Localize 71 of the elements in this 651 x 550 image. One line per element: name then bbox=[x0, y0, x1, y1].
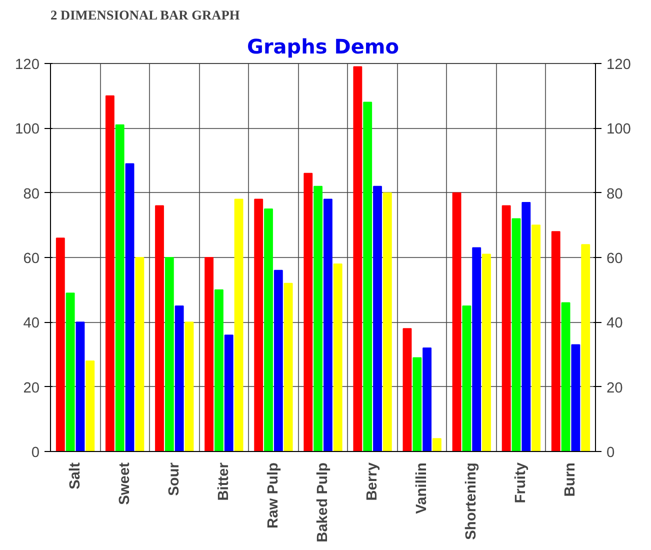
bar bbox=[204, 257, 214, 452]
bar bbox=[174, 306, 184, 452]
bar bbox=[323, 198, 332, 452]
bar bbox=[353, 66, 362, 452]
bar bbox=[86, 360, 95, 452]
bar bbox=[234, 198, 244, 452]
bar bbox=[412, 357, 422, 452]
bar bbox=[472, 247, 482, 452]
y2-tick-label: 80 bbox=[606, 186, 623, 202]
bar bbox=[551, 231, 560, 452]
bar bbox=[532, 224, 541, 452]
x-tick-label: Bitter bbox=[216, 462, 232, 501]
y2-tick-label: 100 bbox=[606, 122, 631, 138]
y-tick-label: 80 bbox=[23, 186, 40, 202]
bar bbox=[373, 186, 382, 452]
bar bbox=[314, 186, 323, 452]
y2-tick-label: 0 bbox=[606, 445, 615, 461]
y2-tick-label: 60 bbox=[606, 251, 623, 267]
bar bbox=[402, 328, 412, 452]
bar bbox=[214, 289, 224, 452]
x-tick-label: Fruity bbox=[513, 462, 530, 504]
bar bbox=[105, 95, 114, 452]
bar bbox=[274, 270, 283, 452]
y-tick-label: 100 bbox=[15, 122, 40, 138]
bar bbox=[452, 192, 462, 452]
x-tick-label: Vanillin bbox=[414, 462, 430, 514]
bar bbox=[164, 257, 174, 452]
y-tick-label: 0 bbox=[31, 445, 40, 461]
y2-tick-label: 40 bbox=[606, 316, 623, 332]
bar bbox=[224, 334, 234, 452]
bar bbox=[155, 205, 164, 452]
bar bbox=[56, 238, 65, 452]
y2-tick-label: 120 bbox=[606, 57, 631, 73]
bar bbox=[115, 124, 124, 452]
bar bbox=[482, 254, 491, 452]
bar bbox=[333, 263, 342, 452]
y2-tick-label: 20 bbox=[606, 380, 623, 396]
bar bbox=[125, 163, 134, 452]
bar bbox=[304, 172, 313, 452]
bar bbox=[135, 257, 144, 452]
y-tick-label: 120 bbox=[15, 57, 40, 73]
bar bbox=[502, 205, 511, 452]
bar bbox=[512, 218, 521, 452]
bar bbox=[284, 282, 293, 452]
x-tick-label: Baked Pulp bbox=[315, 462, 331, 542]
bar bbox=[76, 322, 85, 452]
x-tick-label: Berry bbox=[364, 462, 381, 501]
y-tick-label: 40 bbox=[23, 316, 40, 332]
bar bbox=[363, 102, 372, 452]
chart-title: 2 DIMENSIONAL BAR GRAPH bbox=[50, 8, 240, 22]
x-tick-label: Burn bbox=[562, 462, 579, 497]
bar bbox=[432, 438, 442, 452]
bar bbox=[382, 192, 392, 452]
x-tick-label: Shortening bbox=[464, 462, 480, 540]
x-tick-label: Salt bbox=[67, 462, 84, 490]
chart-subtitle: Graphs Demo bbox=[247, 34, 399, 58]
bar bbox=[561, 302, 570, 452]
bar bbox=[422, 348, 432, 452]
bar bbox=[184, 322, 194, 452]
bar bbox=[264, 208, 273, 452]
bar bbox=[571, 344, 580, 452]
x-tick-label: Sweet bbox=[116, 462, 133, 505]
bar bbox=[66, 292, 75, 452]
x-tick-label: Raw Pulp bbox=[265, 462, 282, 528]
bar bbox=[522, 202, 531, 452]
y-tick-label: 20 bbox=[23, 380, 40, 396]
x-tick-label: Sour bbox=[166, 462, 182, 496]
bar bbox=[462, 306, 472, 452]
bar bbox=[254, 198, 264, 452]
bar bbox=[581, 244, 590, 452]
y-tick-label: 60 bbox=[23, 251, 40, 267]
